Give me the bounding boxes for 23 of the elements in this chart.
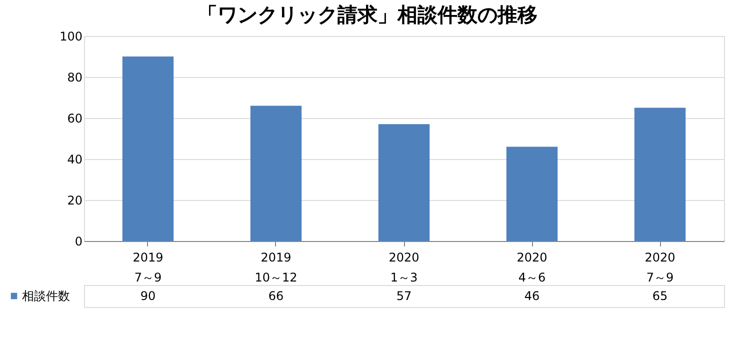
data-label: 66 bbox=[268, 289, 284, 303]
x-tick-label: 2020 4～6 bbox=[516, 250, 548, 284]
data-label: 46 bbox=[524, 289, 540, 303]
bar bbox=[122, 56, 174, 241]
legend-label: 相談件数 bbox=[22, 289, 70, 303]
y-tick-label: 20 bbox=[67, 194, 82, 208]
y-tick-label: 0 bbox=[74, 234, 82, 248]
bar bbox=[634, 108, 686, 241]
x-tick-label: 2019 7～9 bbox=[132, 250, 164, 284]
y-tick-label: 40 bbox=[67, 152, 82, 166]
x-tick-label: 2020 7～9 bbox=[644, 250, 676, 284]
y-tick-label: 100 bbox=[60, 30, 82, 44]
bar bbox=[378, 124, 430, 241]
bar bbox=[250, 106, 302, 241]
bar bbox=[506, 146, 558, 241]
x-tick-label: 2019 10～12 bbox=[254, 250, 298, 284]
chart-title: 「ワンクリック請求」相談件数の推移 bbox=[197, 2, 538, 26]
y-tick-label: 60 bbox=[67, 112, 82, 126]
data-label: 57 bbox=[396, 289, 412, 303]
data-label: 65 bbox=[652, 289, 668, 303]
x-tick-label: 2020 1～3 bbox=[388, 250, 420, 284]
data-label: 90 bbox=[140, 289, 156, 303]
y-tick-label: 80 bbox=[67, 70, 82, 84]
